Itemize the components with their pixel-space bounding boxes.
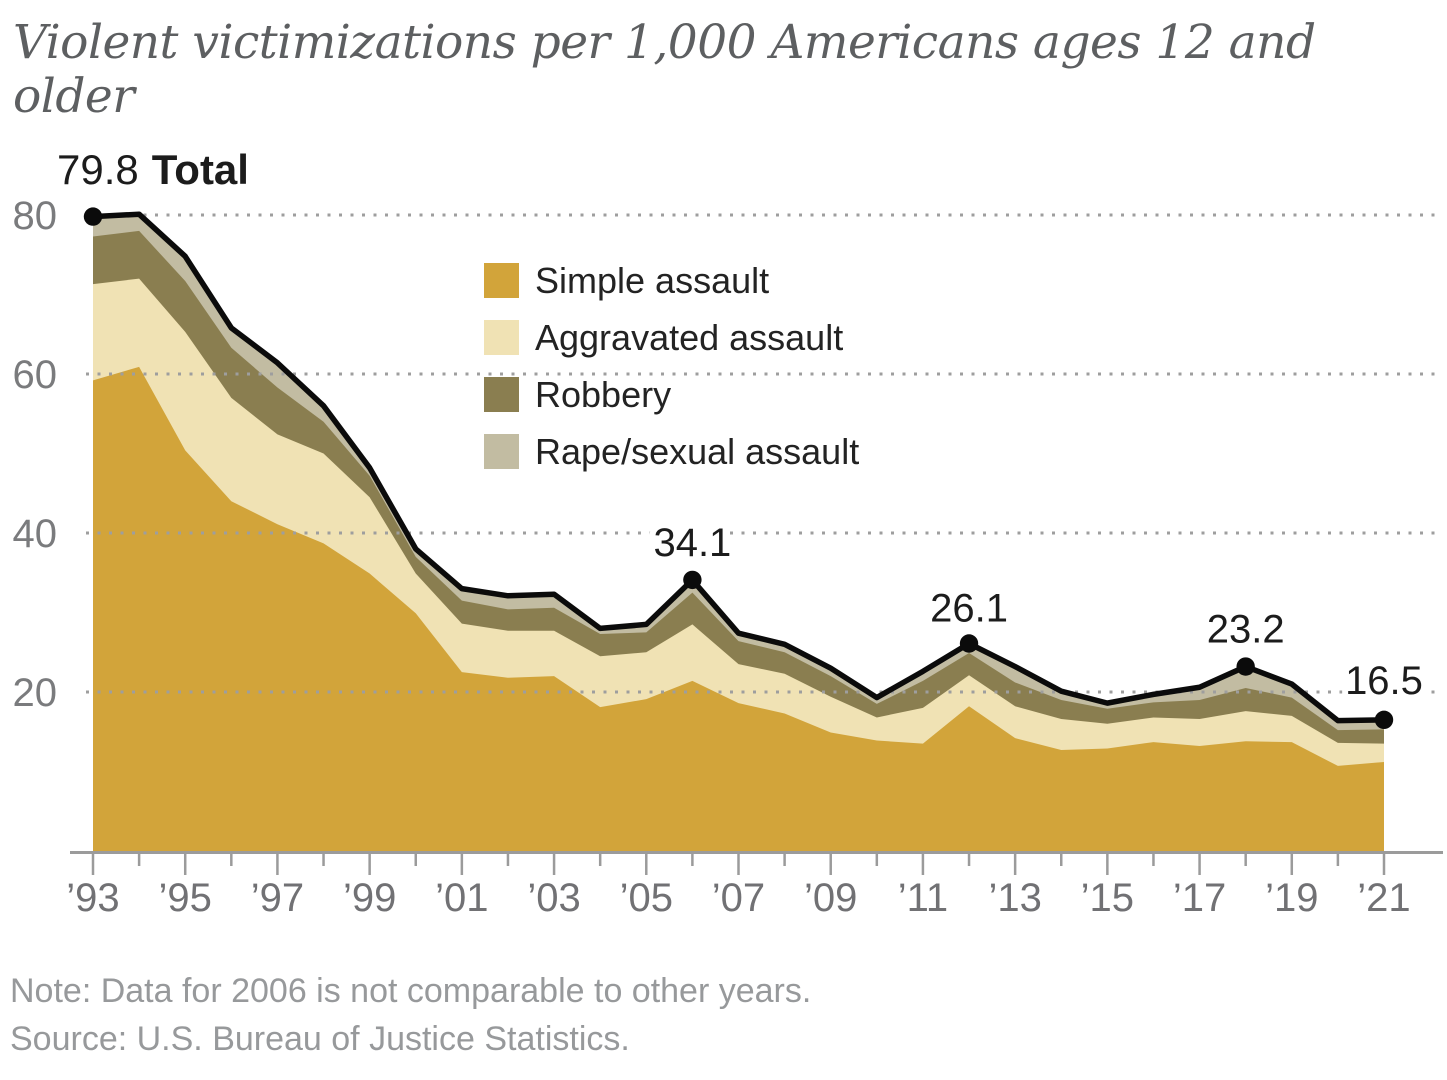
legend-swatch-robbery	[484, 377, 519, 412]
x-tick-label-2011: ’11	[898, 876, 948, 920]
legend-item-aggravated-assault: Aggravated assault	[484, 317, 859, 358]
legend-item-rape-sexual-assault: Rape/sexual assault	[484, 431, 860, 472]
x-tick-label-2003: ’03	[527, 876, 580, 920]
legend-label-aggravated-assault: Aggravated assault	[535, 317, 844, 358]
y-tick-labels: 20 40 60 80	[13, 194, 58, 715]
data-point-dots	[83, 207, 1394, 730]
total-callout: 79.8 Total	[57, 146, 249, 193]
data-point-dot-2021	[1374, 710, 1394, 730]
legend: Simple assault Aggravated assault Robber…	[484, 260, 860, 472]
x-tick-label-1993: ’93	[66, 876, 119, 920]
legend-label-simple-assault: Simple assault	[535, 260, 770, 301]
annotation-2018: 23.2	[1207, 608, 1285, 652]
x-tick-label-1999: ’99	[343, 876, 396, 920]
data-point-dot-2012	[959, 634, 979, 653]
x-tick-label-2009: ’09	[804, 876, 857, 920]
x-tick-label-2013: ’13	[988, 876, 1041, 920]
gridlines	[86, 213, 1440, 694]
legend-swatch-simple-assault	[484, 263, 519, 298]
data-point-dot-2006	[683, 570, 702, 590]
x-tick-label-2015: ’15	[1081, 876, 1134, 920]
y-tick-label-20: 20	[13, 671, 58, 715]
annotation-2012: 26.1	[930, 587, 1008, 631]
x-tick-labels: ’93 ’95 ’97 ’99 ’01 ’03 ’05 ’07 ’09 ’11 ’13 ’15 ’17 ’…	[66, 876, 1410, 920]
legend-item-robbery: Robbery	[484, 374, 859, 415]
total-callout-value: 79.8	[57, 146, 139, 193]
y-tick-label-80: 80	[13, 194, 58, 238]
footer-note: Note: Data for 2006 is not comparable to…	[10, 972, 812, 1010]
x-tick-label-2007: ’07	[712, 876, 765, 920]
total-callout-label: Total	[151, 146, 249, 193]
footer-source: Source: U.S. Bureau of Justice Statistic…	[10, 1020, 630, 1058]
x-tick-label-2001: ’01	[435, 876, 488, 920]
x-tick-label-2021: ’21	[1357, 876, 1410, 920]
legend-swatch-rape-sexual-assault	[484, 434, 519, 469]
legend-label-rape-sexual-assault: Rape/sexual assault	[535, 431, 860, 472]
chart-title: Violent victimizations per 1,000 America…	[13, 15, 1316, 125]
total-line	[90, 211, 1387, 724]
legend-label-robbery: Robbery	[535, 374, 672, 415]
annotation-2006: 34.1	[653, 521, 731, 565]
annotation-2021: 16.5	[1345, 659, 1423, 703]
x-axis	[70, 851, 1443, 875]
area-simple-assault	[93, 366, 1384, 851]
x-tick-label-2019: ’19	[1265, 876, 1318, 920]
data-point-dot-2018	[1236, 657, 1255, 676]
x-tick-label-2005: ’05	[620, 876, 673, 920]
x-tick-label-1997: ’97	[251, 876, 304, 920]
y-tick-label-60: 60	[13, 353, 58, 397]
value-annotations: 34.1 26.1 23.2 16.5	[647, 515, 1428, 709]
x-tick-label-2017: ’17	[1173, 876, 1226, 920]
legend-swatch-aggravated-assault	[484, 320, 519, 355]
legend-item-simple-assault: Simple assault	[484, 260, 859, 301]
y-tick-label-40: 40	[13, 512, 58, 556]
data-point-dot-1993	[83, 207, 103, 226]
x-tick-label-1995: ’95	[159, 876, 212, 920]
